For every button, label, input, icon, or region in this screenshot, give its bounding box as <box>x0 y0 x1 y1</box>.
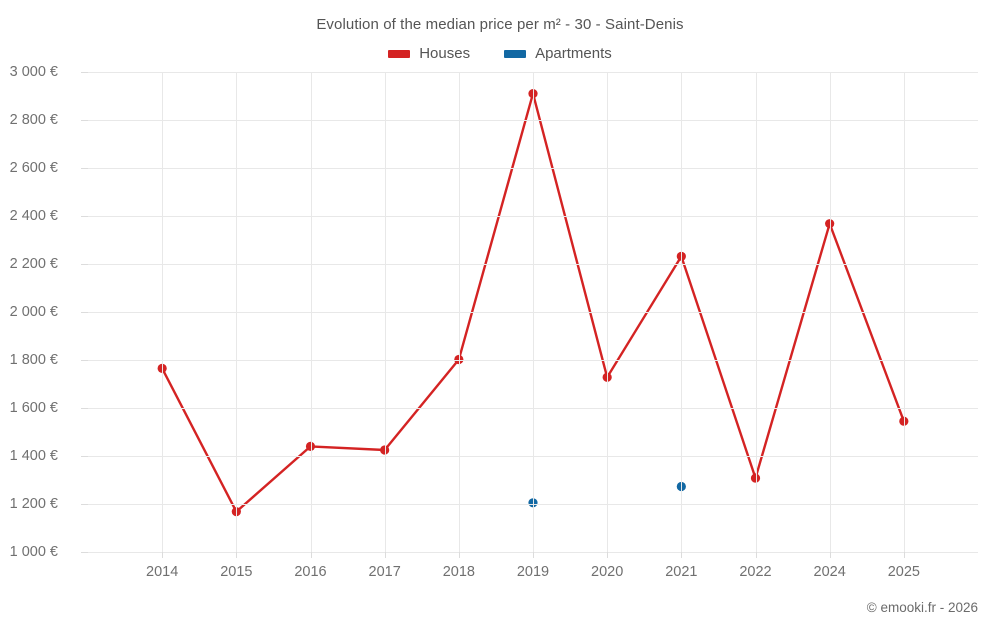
x-axis-label: 2020 <box>591 564 624 580</box>
x-axis-label: 2014 <box>146 564 179 580</box>
y-axis-label: 2 800 € <box>9 112 58 128</box>
y-axis-label: 2 600 € <box>9 160 58 176</box>
x-axis-label: 2018 <box>442 564 475 580</box>
x-axis-label: 2017 <box>368 564 401 580</box>
gridline-vertical <box>162 72 164 552</box>
y-axis-label: 3 000 € <box>9 64 58 80</box>
x-axis-tick <box>236 552 238 558</box>
gridline-vertical <box>533 72 534 552</box>
gridline-vertical <box>829 72 831 552</box>
legend-label: Houses <box>419 45 471 62</box>
y-axis-label: 1 000 € <box>9 544 58 560</box>
x-axis-tick <box>310 552 312 558</box>
x-axis-label: 2025 <box>887 564 920 580</box>
x-axis-tick <box>607 552 609 558</box>
x-axis-label: 2015 <box>220 564 253 580</box>
x-axis-tick <box>681 552 683 558</box>
y-axis-tick <box>81 168 88 169</box>
legend-item-houses[interactable]: Houses <box>388 45 470 62</box>
gridline-vertical <box>681 72 683 552</box>
gridline-vertical <box>607 72 609 552</box>
y-axis-tick <box>81 408 88 409</box>
legend-label: Apartments <box>535 45 612 62</box>
y-axis-tick <box>81 456 88 457</box>
x-axis-tick <box>384 552 386 558</box>
footer-credit: © emooki.fr - 2026 <box>866 600 978 615</box>
x-axis-tick <box>458 552 460 558</box>
chart-legend: Houses Apartments <box>0 45 1000 62</box>
y-axis-tick <box>81 120 88 121</box>
y-axis-label: 2 400 € <box>9 208 58 224</box>
y-axis-label: 1 600 € <box>9 400 58 416</box>
plot-area: 1 000 € 1 200 € 1 400 € 1 600 € 1 800 € 2 000… <box>10 64 978 580</box>
x-axis-label: 2019 <box>516 564 550 580</box>
x-axis-label: 2021 <box>665 564 698 580</box>
x-axis-tick <box>903 552 905 558</box>
gridline-vertical <box>458 72 460 552</box>
y-axis-label: 1 400 € <box>9 448 58 464</box>
y-axis-label: 2 000 € <box>9 304 58 320</box>
x-axis-label: 2022 <box>739 564 772 580</box>
y-axis-tick <box>81 360 88 361</box>
legend-swatch-icon <box>388 49 411 58</box>
gridline-vertical <box>755 72 757 552</box>
x-axis-tick <box>162 552 164 558</box>
x-axis-label: 2024 <box>813 564 846 580</box>
y-axis-label: 2 200 € <box>9 256 58 272</box>
x-axis-tick <box>829 552 831 558</box>
legend-swatch-icon <box>504 49 527 58</box>
y-axis-tick <box>81 552 88 553</box>
y-axis-tick <box>81 216 88 217</box>
gridline-vertical <box>310 72 312 552</box>
y-axis-tick <box>81 264 88 265</box>
x-axis-tick <box>533 552 534 558</box>
gridline-vertical <box>384 72 386 552</box>
chart-title: Evolution of the median price per m² - 3… <box>316 16 684 33</box>
y-axis-tick <box>81 504 88 505</box>
data-point-houses-2016[interactable] <box>305 441 316 451</box>
gridline-vertical <box>903 72 905 552</box>
legend-item-apartments[interactable]: Apartments <box>504 45 612 62</box>
y-axis-tick <box>81 312 88 313</box>
y-axis-tick <box>81 72 88 73</box>
y-axis-label: 1 200 € <box>9 496 58 512</box>
x-axis-tick <box>755 552 757 558</box>
gridline-vertical <box>236 72 238 552</box>
x-axis-label: 2016 <box>294 564 327 580</box>
y-axis-label: 1 800 € <box>9 352 58 368</box>
